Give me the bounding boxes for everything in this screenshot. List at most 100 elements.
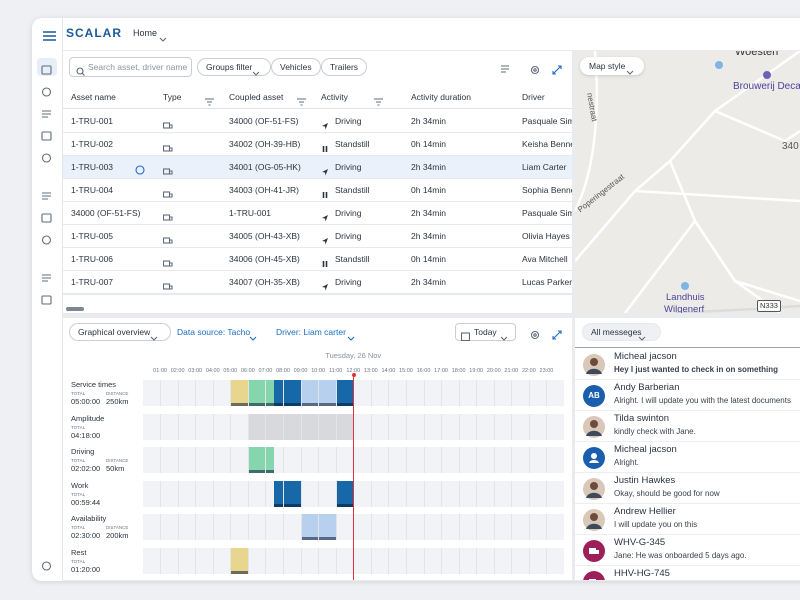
sidebar-icon[interactable] (41, 188, 52, 200)
driver-select[interactable]: Driver: Liam carter (276, 327, 346, 337)
stat-value: 00:59:44 (71, 498, 101, 507)
table-row[interactable] (63, 271, 572, 294)
icon-part (586, 492, 602, 498)
sidebar-icon[interactable] (41, 128, 52, 141)
segment-base (230, 571, 248, 574)
icon-part (552, 330, 562, 340)
icon-part (586, 368, 602, 374)
sidebar-icon[interactable] (41, 150, 52, 163)
message-filter[interactable]: All messeges (582, 323, 661, 341)
grid-line (247, 414, 249, 440)
sidebar-icon[interactable] (41, 62, 52, 75)
grid-line (493, 481, 495, 507)
icon-part (42, 110, 51, 118)
table-row[interactable] (63, 133, 572, 156)
sidebar-icon[interactable] (41, 232, 52, 245)
driver: Keisha Bennett (522, 139, 572, 149)
table-row[interactable] (63, 110, 572, 133)
message-item[interactable] (575, 349, 800, 380)
icon-part (530, 330, 540, 340)
grid-line (511, 514, 513, 540)
message-item[interactable] (575, 504, 800, 535)
chat-indicator (135, 162, 145, 175)
table-row[interactable] (63, 225, 572, 248)
table-row[interactable] (63, 248, 572, 271)
nav-home[interactable]: Home (133, 28, 158, 38)
column-filter[interactable] (297, 93, 306, 106)
sidebar-icon[interactable] (41, 558, 52, 571)
message-sender: WHV-G-345 (614, 537, 666, 548)
menu-button[interactable] (43, 28, 56, 41)
sidebar-icon[interactable] (41, 210, 52, 223)
hour-label: 23:00 (539, 368, 554, 374)
logo: SCALAR (66, 26, 122, 40)
grid-line (318, 514, 320, 540)
list-edit-button[interactable] (500, 62, 511, 73)
table-row[interactable] (63, 156, 572, 179)
map-style-button[interactable]: Map style (580, 57, 645, 75)
grid-line (283, 548, 284, 574)
grid-line (441, 447, 443, 473)
sidebar-icon[interactable] (41, 270, 52, 282)
row-name: Availability (71, 514, 107, 523)
grid-line (265, 514, 267, 540)
table-row[interactable] (63, 202, 572, 225)
column-filter[interactable] (205, 93, 214, 106)
message-item[interactable] (575, 411, 800, 442)
activity: Driving (335, 208, 362, 218)
icon-part (252, 71, 260, 76)
icon-part (41, 213, 52, 223)
filter-pill[interactable]: Vehicles (271, 58, 321, 76)
collapse-button[interactable] (552, 327, 562, 340)
settings-button[interactable] (530, 62, 540, 75)
grid-line (230, 548, 232, 574)
hour-label: 06:00 (240, 368, 255, 374)
asset-name: 1-TRU-003 (71, 162, 114, 172)
message-item[interactable] (575, 566, 800, 580)
search-box: Search asset, driver name... (69, 57, 192, 77)
collapse-button[interactable] (552, 62, 562, 75)
view-select[interactable]: Graphical overview (69, 323, 172, 341)
message-item[interactable] (575, 535, 800, 566)
activity: Driving (335, 116, 362, 126)
icon-part (681, 282, 689, 290)
icon-part (590, 513, 598, 521)
grid-line (388, 514, 390, 540)
grid-line (177, 414, 179, 440)
icon-part (322, 192, 328, 198)
icon-part (162, 283, 173, 290)
segment-base (230, 403, 248, 406)
message-item[interactable] (575, 380, 800, 411)
stat-label: DISTANCE (106, 458, 129, 463)
icon-part (41, 561, 52, 571)
table-row[interactable] (63, 179, 572, 202)
grid-line (195, 481, 197, 507)
grid-line (212, 380, 214, 406)
grid-line (283, 514, 284, 540)
grid-line (160, 447, 162, 473)
grid-line (405, 414, 407, 440)
filter-pill[interactable]: Groups filter (197, 58, 272, 76)
settings-button[interactable] (530, 327, 540, 340)
message-item[interactable] (575, 473, 800, 504)
icon-part (322, 123, 328, 130)
message-item[interactable] (575, 442, 800, 473)
data-source[interactable]: Data source: Tacho (177, 327, 251, 337)
grid-line (441, 548, 443, 574)
sidebar-icon[interactable] (41, 292, 52, 305)
sidebar-icon[interactable] (41, 84, 52, 97)
period-select[interactable]: Today (455, 323, 516, 341)
message-preview: Okay, should be good for now (614, 489, 720, 498)
grid-line (247, 481, 249, 507)
sidebar-icon[interactable] (41, 106, 52, 118)
stat-label: DISTANCE (106, 391, 129, 396)
activity-segment (274, 380, 301, 406)
grid-line (212, 481, 214, 507)
icon-part (169, 170, 173, 175)
grid-line (546, 380, 548, 406)
filter-pill[interactable]: Trailers (321, 58, 368, 76)
icon-part (205, 98, 214, 106)
hour-label: 08:00 (276, 368, 290, 374)
grid-line (230, 447, 232, 473)
column-filter[interactable] (374, 93, 383, 106)
